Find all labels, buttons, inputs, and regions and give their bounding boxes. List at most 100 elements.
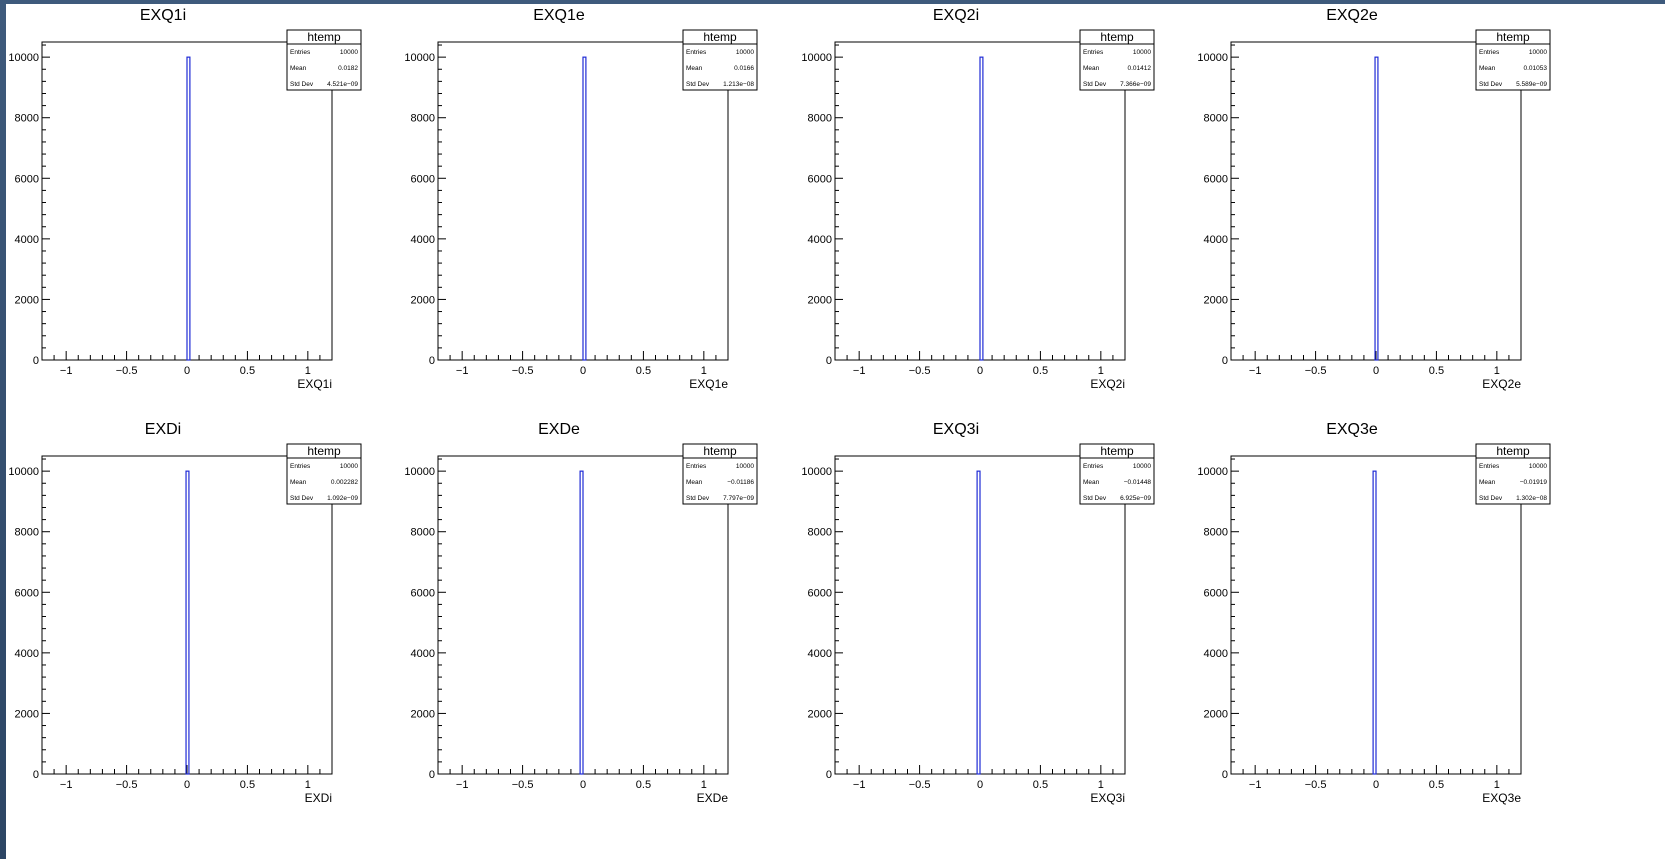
y-tick-label: 4000 (15, 648, 39, 660)
y-tick-label: 0 (826, 769, 832, 781)
x-tick-label: 0 (580, 365, 586, 377)
x-tick-label: 0.5 (240, 365, 255, 377)
y-tick-label: 8000 (411, 527, 435, 539)
y-tick-label: 0 (1222, 769, 1228, 781)
y-tick-label: 10000 (1197, 52, 1228, 64)
stats-value-mean: 0.0166 (734, 65, 754, 72)
y-tick-label: 4000 (1204, 648, 1228, 660)
stats-box-frame (286, 443, 362, 505)
x-tick-label: −1 (853, 779, 866, 791)
stats-label-entries: Entries (1083, 463, 1104, 470)
x-tick-label: −0.5 (512, 365, 534, 377)
chart-title: EXDe (538, 421, 580, 438)
x-tick-label: −0.5 (116, 779, 138, 791)
y-tick-label: 6000 (15, 587, 39, 599)
x-tick-label: 1 (701, 779, 707, 791)
stats-value-mean: 0.01053 (1524, 65, 1548, 72)
stats-value-entries: 10000 (736, 49, 754, 56)
stats-label-entries: Entries (686, 49, 707, 56)
stats-value-std_dev: 7.366e−09 (1120, 81, 1151, 88)
chart-title: EXQ1i (140, 7, 186, 24)
stats-value-std_dev: 5.589e−09 (1516, 81, 1547, 88)
x-tick-label: 0.5 (1429, 779, 1444, 791)
x-tick-label: 0 (1373, 779, 1379, 791)
y-tick-label: 10000 (1197, 466, 1228, 478)
x-tick-label: −0.5 (909, 365, 931, 377)
y-tick-label: 2000 (15, 294, 39, 306)
stats-box-frame (286, 29, 362, 91)
y-tick-label: 4000 (808, 234, 832, 246)
x-tick-label: 0 (1373, 365, 1379, 377)
stats-box: htemp Entries 10000 Mean 0.002282 Std Dev 1.09… (286, 443, 362, 505)
y-tick-label: 6000 (411, 173, 435, 185)
stats-value-std_dev: 7.797e−09 (723, 495, 754, 502)
stats-label-mean: Mean (686, 479, 703, 486)
stats-label-entries: Entries (1479, 49, 1500, 56)
x-tick-label: 0.5 (636, 365, 651, 377)
x-tick-label: 0 (184, 779, 190, 791)
x-tick-label: −1 (853, 365, 866, 377)
stats-label-std_dev: Std Dev (1083, 495, 1107, 502)
root-canvas: EXQ1i 0 2000 4000 6000 8000 10000 −1 −0.5 0 0.5 1 EX… (6, 4, 1665, 859)
y-tick-label: 2000 (1204, 708, 1228, 720)
stats-label-entries: Entries (290, 463, 311, 470)
stats-value-mean: 0.0182 (338, 65, 358, 72)
y-tick-label: 8000 (15, 113, 39, 125)
y-tick-label: 6000 (15, 173, 39, 185)
y-tick-label: 10000 (8, 466, 39, 478)
y-tick-label: 6000 (808, 173, 832, 185)
y-tick-label: 8000 (411, 113, 435, 125)
chart-title: EXDi (145, 421, 181, 438)
histogram-bin (582, 56, 587, 361)
stats-title: htemp (1496, 444, 1530, 458)
y-tick-label: 2000 (15, 708, 39, 720)
x-tick-label: −1 (60, 779, 73, 791)
x-tick-label: −0.5 (909, 779, 931, 791)
stats-title: htemp (1496, 30, 1530, 44)
stats-box-frame (682, 29, 758, 91)
y-tick-label: 2000 (1204, 294, 1228, 306)
x-tick-label: −0.5 (512, 779, 534, 791)
stats-box: htemp Entries 10000 Mean 0.0166 Std Dev 1.213e… (682, 29, 758, 91)
y-tick-label: 2000 (411, 294, 435, 306)
y-tick-label: 8000 (808, 527, 832, 539)
stats-box-frame (1475, 443, 1551, 505)
stats-label-std_dev: Std Dev (686, 81, 710, 88)
stats-title: htemp (703, 30, 737, 44)
histogram-bin (979, 56, 984, 361)
y-tick-label: 2000 (808, 708, 832, 720)
stats-label-mean: Mean (1083, 65, 1100, 72)
x-tick-label: −0.5 (1305, 779, 1327, 791)
y-tick-label: 10000 (404, 466, 435, 478)
stats-box: htemp Entries 10000 Mean 0.01412 Std Dev 7.366… (1079, 29, 1155, 91)
x-tick-label: 0 (977, 779, 983, 791)
x-tick-label: −0.5 (1305, 365, 1327, 377)
x-tick-label: −0.5 (116, 365, 138, 377)
stats-title: htemp (307, 30, 341, 44)
histogram-bin (185, 470, 190, 775)
x-tick-label: 0.5 (240, 779, 255, 791)
stats-value-std_dev: 6.925e−09 (1120, 495, 1151, 502)
stats-box-frame (682, 443, 758, 505)
stats-box: htemp Entries 10000 Mean −0.01919 Std Dev 1.30… (1475, 443, 1551, 505)
x-axis-label: EXDe (697, 791, 729, 805)
y-tick-label: 0 (1222, 355, 1228, 367)
y-tick-label: 6000 (1204, 587, 1228, 599)
y-tick-label: 8000 (808, 113, 832, 125)
x-axis-label: EXQ1i (297, 377, 332, 391)
x-tick-label: −1 (456, 365, 469, 377)
stats-label-std_dev: Std Dev (686, 495, 710, 502)
stats-label-entries: Entries (290, 49, 311, 56)
y-tick-label: 8000 (1204, 527, 1228, 539)
stats-label-std_dev: Std Dev (1479, 81, 1503, 88)
y-tick-label: 10000 (404, 52, 435, 64)
stats-box-frame (1475, 29, 1551, 91)
y-tick-label: 8000 (15, 527, 39, 539)
stats-value-std_dev: 1.302e−08 (1516, 495, 1547, 502)
